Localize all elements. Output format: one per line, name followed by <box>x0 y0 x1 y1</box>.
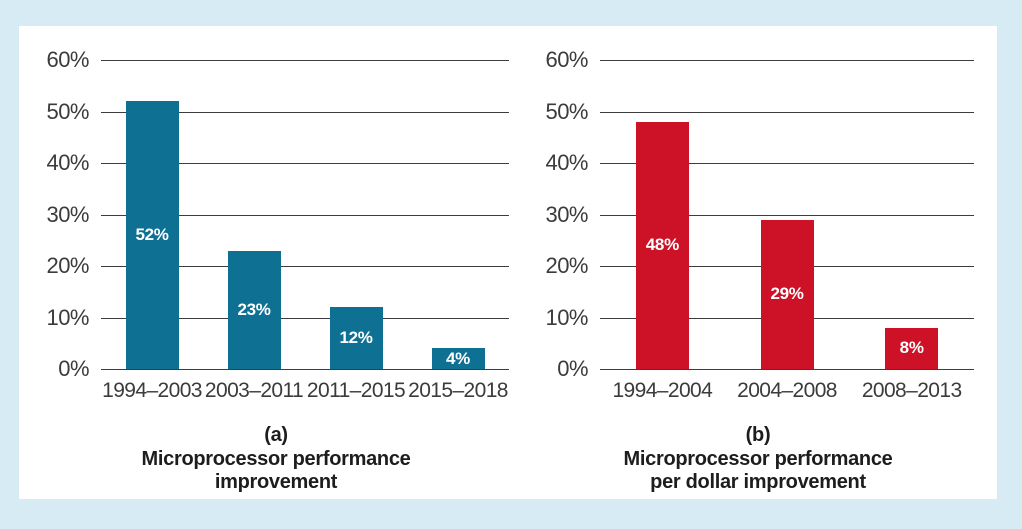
gridline <box>101 111 509 113</box>
y-tick-label: 30% <box>545 201 588 227</box>
x-category-label: 2011–2015 <box>306 379 406 402</box>
y-tick-label: 60% <box>545 47 588 72</box>
bar-value-label: 52% <box>135 225 169 245</box>
y-tick-label: 50% <box>545 98 588 124</box>
y-tick-label: 20% <box>545 253 588 278</box>
bar: 23% <box>227 250 281 369</box>
plot-row: 60% 50% 40% 30% 20% 10% 0% 48% 29% 8% <box>542 48 974 381</box>
chart-caption: (b) Microprocessor performance per dolla… <box>542 424 974 495</box>
bar-slot: 23% <box>203 60 305 369</box>
plot-area: 52% 23% 12% 4% <box>101 60 509 370</box>
y-tick-label: 60% <box>46 47 89 72</box>
gridline <box>101 163 509 164</box>
chart-b-performance-per-dollar: 60% 50% 40% 30% 20% 10% 0% 48% 29% 8% 1994–2004 2… <box>542 48 974 495</box>
gridline <box>101 214 509 216</box>
panel-label: (b) <box>745 424 771 446</box>
x-category-label: 2004–2008 <box>737 379 837 402</box>
panel-label: (a) <box>264 424 288 446</box>
bar-value-label: 4% <box>446 348 470 368</box>
plot-area: 48% 29% 8% <box>600 60 974 370</box>
y-tick-label: 10% <box>545 304 588 330</box>
chart-title: Microprocessor performance improvement <box>141 447 411 494</box>
x-category-label: 1994–2003 <box>102 379 202 402</box>
bars-layer: 52% 23% 12% 4% <box>101 60 509 369</box>
y-axis-labels: 60% 50% 40% 30% 20% 10% 0% <box>542 48 594 381</box>
bar: 48% <box>635 121 689 369</box>
bar-value-label: 23% <box>237 299 271 319</box>
bar-slot: 52% <box>101 60 203 369</box>
bar-value-label: 8% <box>899 338 924 358</box>
x-category-label: 1994–2004 <box>612 379 713 402</box>
bar-slot: 29% <box>725 60 850 369</box>
bar: 8% <box>885 327 939 369</box>
x-axis-labels: 1994–2003 2003–2011 2011–2015 2015–2018 <box>101 379 509 403</box>
y-tick-label: 50% <box>46 98 89 124</box>
bar-slot: 4% <box>407 60 509 369</box>
bar: 4% <box>431 348 485 369</box>
y-tick-label: 0% <box>58 356 89 381</box>
gridline <box>600 60 974 61</box>
bar-slot: 48% <box>600 60 725 369</box>
chart-panel: 60% 50% 40% 30% 20% 10% 0% 52% 23% 12% 4% 1994–20… <box>19 26 997 499</box>
bar: 29% <box>760 219 814 369</box>
x-axis-labels: 1994–2004 2004–2008 2008–2013 <box>600 379 974 403</box>
bar-value-label: 29% <box>770 284 804 304</box>
x-category-label: 2008–2013 <box>861 379 962 402</box>
gridline <box>600 214 974 216</box>
y-tick-label: 20% <box>46 253 89 278</box>
gridline <box>600 111 974 113</box>
bars-layer: 48% 29% 8% <box>600 60 974 369</box>
x-category-label: 2015–2018 <box>408 379 508 402</box>
x-category-label: 2003–2011 <box>204 379 304 402</box>
gridline <box>101 266 509 267</box>
bar-slot: 12% <box>305 60 407 369</box>
bar-value-label: 48% <box>645 235 679 255</box>
gridline <box>600 369 974 370</box>
gridline <box>600 163 974 164</box>
y-tick-label: 30% <box>46 201 89 227</box>
bar: 12% <box>329 307 383 369</box>
y-axis-labels: 60% 50% 40% 30% 20% 10% 0% <box>43 48 95 381</box>
gridline <box>101 317 509 319</box>
chart-title: Microprocessor performance per dollar im… <box>623 447 893 494</box>
gridline <box>101 60 509 61</box>
y-tick-label: 0% <box>557 356 588 381</box>
gridline <box>101 369 509 370</box>
plot-row: 60% 50% 40% 30% 20% 10% 0% 52% 23% 12% 4% <box>43 48 509 381</box>
chart-caption: (a) Microprocessor performance improveme… <box>43 424 509 495</box>
y-tick-label: 40% <box>545 150 588 175</box>
bar: 52% <box>125 101 179 369</box>
bar-value-label: 12% <box>339 328 373 348</box>
y-tick-label: 10% <box>46 304 89 330</box>
y-tick-label: 40% <box>46 150 89 175</box>
bar-slot: 8% <box>849 60 974 369</box>
chart-a-performance-improvement: 60% 50% 40% 30% 20% 10% 0% 52% 23% 12% 4% 1994–20… <box>43 48 509 495</box>
